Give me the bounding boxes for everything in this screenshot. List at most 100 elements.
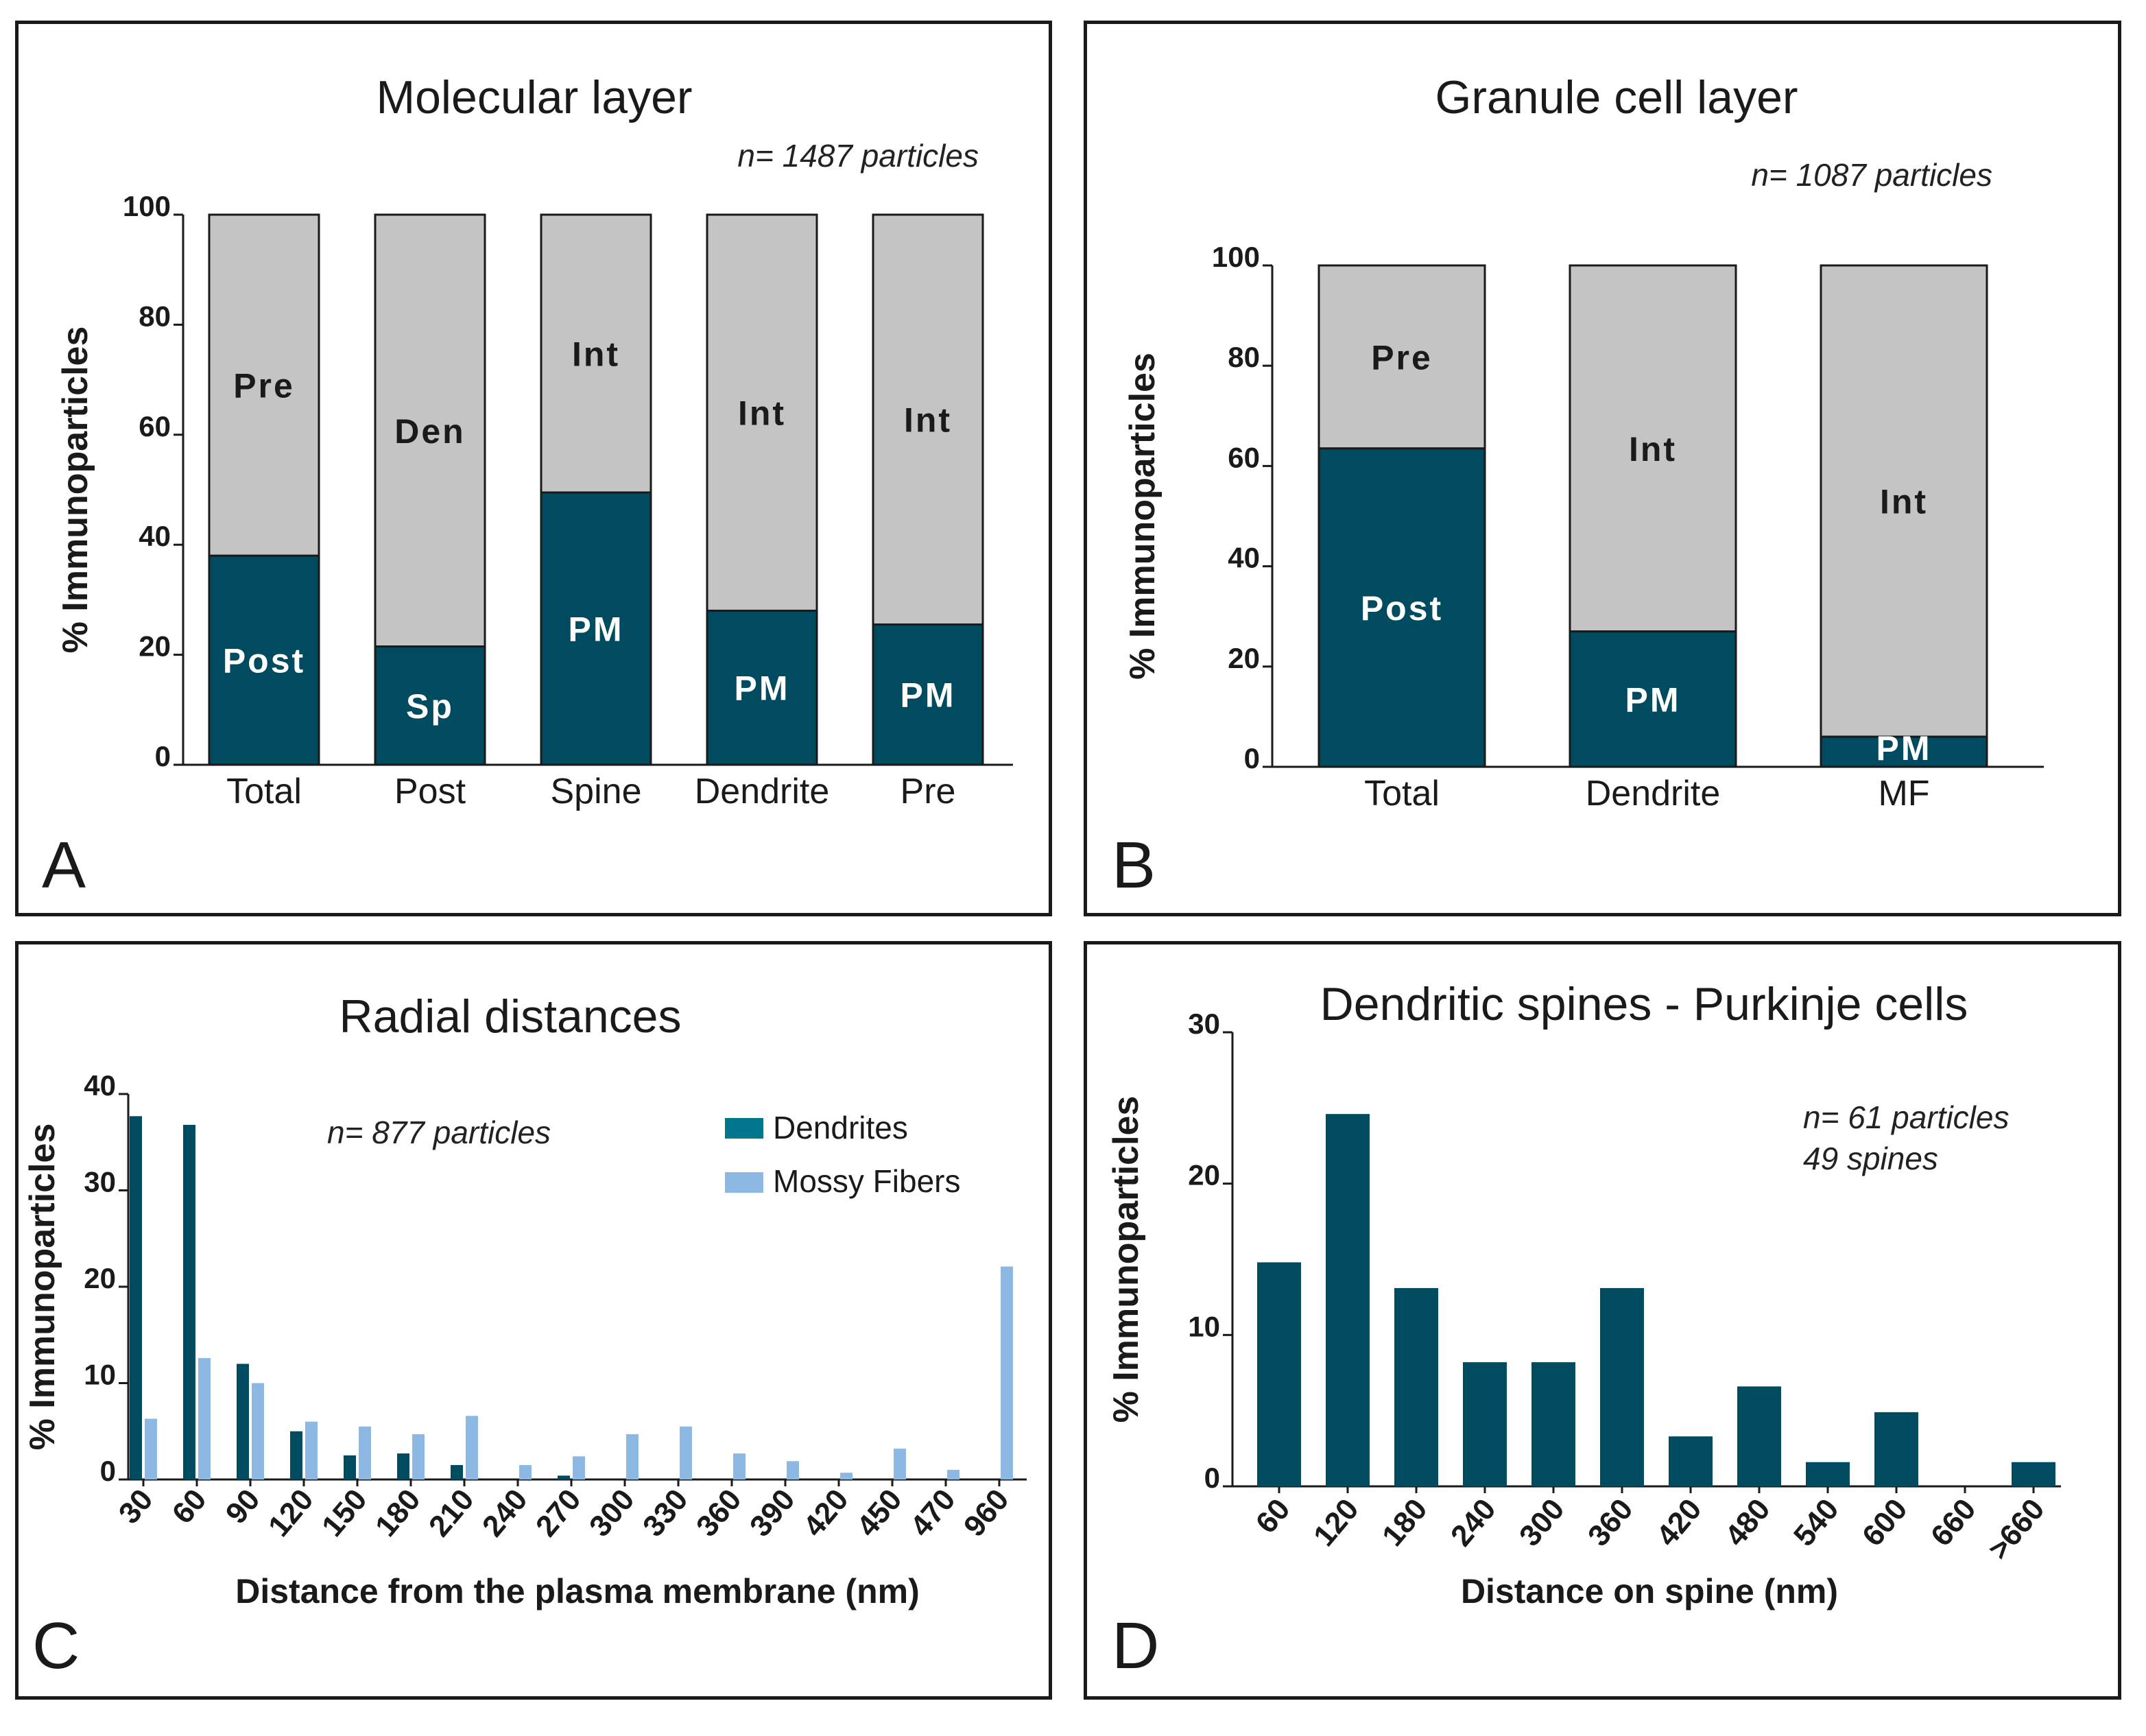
bar [1737,1386,1781,1486]
bar [1531,1362,1575,1486]
x-tick-label: Total [226,772,302,811]
x-tick-label: 540 [1787,1493,1846,1553]
bar-dendrites [558,1475,570,1479]
sample-size-note: n= 877 particles [327,1115,551,1150]
x-tick-label: 420 [797,1483,855,1543]
bar-mossy-fibers [626,1434,639,1479]
bar-mossy-fibers [947,1469,959,1479]
x-tick-label: Spine [551,772,642,811]
bar-mossy-fibers [145,1418,157,1479]
bar-mossy-fibers [198,1357,211,1479]
y-tick-label: 0 [100,1455,116,1487]
x-tick-label: 210 [422,1483,481,1543]
segment-label-top: Int [572,335,620,374]
x-tick-label: 300 [583,1483,641,1543]
sample-size-note: n= 1087 particles [1751,157,1992,193]
y-tick-label: 20 [1188,1159,1220,1191]
bar-dendrites [451,1464,463,1479]
chart-title: Granule cell layer [1435,71,1798,123]
bar-segment-top [706,213,818,612]
y-tick-label: 20 [139,630,171,663]
bar-dendrites [183,1124,195,1479]
chart-c-radial-distances: Radial distances n= 877 particles 0 10 20 30 4… [23,990,1027,1610]
y-tick-label: 40 [1228,542,1260,574]
x-tick-label: 120 [262,1483,320,1543]
bar-mossy-fibers [1001,1266,1013,1479]
y-tick-label: 100 [1212,241,1260,273]
y-tick-label: 10 [84,1359,116,1391]
bar-segment-bottom [208,554,320,766]
bar-dendrites [130,1116,142,1479]
bar [1874,1412,1918,1486]
legend-label-mossy-fibers: Mossy Fibers [773,1163,960,1199]
bar-dendrites [397,1453,409,1479]
x-tick-label: 420 [1650,1493,1708,1553]
y-tick-label: 10 [1188,1310,1220,1342]
segment-label-bottom: PM [901,676,956,715]
x-tick-label: 180 [369,1483,427,1543]
x-axis-label: Distance on spine (nm) [1461,1572,1838,1610]
x-tick-label: Dendrite [695,772,830,811]
bar-mossy-fibers [305,1421,318,1479]
y-axis-label: % Immunoparticles [1123,353,1163,680]
x-tick-label: 240 [1444,1493,1503,1553]
segment-label-bottom: PM [1625,680,1681,719]
y-tick-label: 60 [139,410,171,442]
x-tick-label: 330 [636,1483,695,1543]
y-tick-label: 100 [123,190,171,222]
x-tick-label: 180 [1376,1493,1434,1553]
bar-mossy-fibers [519,1464,532,1479]
bar [2012,1462,2055,1486]
y-tick-label: 0 [1244,742,1260,774]
chart-d-dendritic-spines: Dendritic spines - Purkinje cells n= 61 p… [1106,978,2061,1610]
x-tick-label: 960 [957,1483,1016,1543]
x-tick-label: 60 [1250,1493,1297,1540]
y-axis-label: % Immunoparticles [56,326,95,654]
bar-segment-top [1820,264,1988,738]
segment-label-bottom: PM [1876,729,1932,768]
x-tick-label: 60 [166,1483,213,1530]
segment-label-bottom: Post [1361,589,1443,628]
bar [1394,1287,1438,1486]
x-tick-label: 450 [850,1483,909,1543]
x-tick-label: 240 [476,1483,534,1543]
x-tick-label: Total [1364,774,1440,813]
bar-segment-top [374,213,486,648]
segment-label-bottom: PM [735,669,790,708]
bar-mossy-fibers [840,1473,853,1479]
spine-count-note: 49 spines [1803,1141,1938,1176]
bar-segment-bottom [1318,447,1486,768]
bar [1463,1362,1507,1486]
bar-segment-bottom [540,491,652,766]
bar-segment-top [1318,264,1486,450]
y-tick-label: 80 [139,300,171,332]
segment-label-top: Int [1629,430,1677,468]
bar-segment-bottom [1569,630,1737,768]
panel-d-dendritic-spines: Dendritic spines - Purkinje cells n= 61 p… [1084,941,2121,1700]
x-tick-label: 360 [690,1483,748,1543]
bar-mossy-fibers [573,1456,585,1479]
bar-mossy-fibers [252,1383,264,1479]
bar-segment-top [1569,264,1737,633]
panel-label-a: A [42,829,86,902]
bar [1600,1287,1644,1486]
chart-a-molecular-layer: Molecular layer n= 1487 particles 0 20 40 60 8… [56,71,1013,811]
x-tick-label: 120 [1307,1493,1366,1553]
panel-c-radial-distances: Radial distances n= 877 particles 0 10 20 30 4… [15,941,1052,1700]
y-tick-label: 30 [1188,1008,1220,1040]
segment-label-top: Pre [233,367,295,405]
y-tick-label: 30 [84,1166,116,1198]
panel-a-molecular-layer: Molecular layer n= 1487 particles 0 20 40 60 8… [15,21,1052,916]
x-tick-label: 300 [1513,1493,1571,1553]
x-tick-label: 390 [743,1483,802,1543]
chart-title: Radial distances [339,990,682,1043]
x-tick-label: 90 [219,1483,267,1530]
x-tick-label: Dendrite [1586,774,1721,813]
segment-label-top: Int [738,394,786,433]
panel-label-d: D [1112,1609,1160,1683]
x-tick-label: 30 [112,1483,160,1530]
segment-label-top: Int [904,401,952,440]
bar-segment-top [208,213,320,557]
segment-label-bottom: PM [569,610,624,649]
bar-segment-bottom [1820,735,1988,768]
